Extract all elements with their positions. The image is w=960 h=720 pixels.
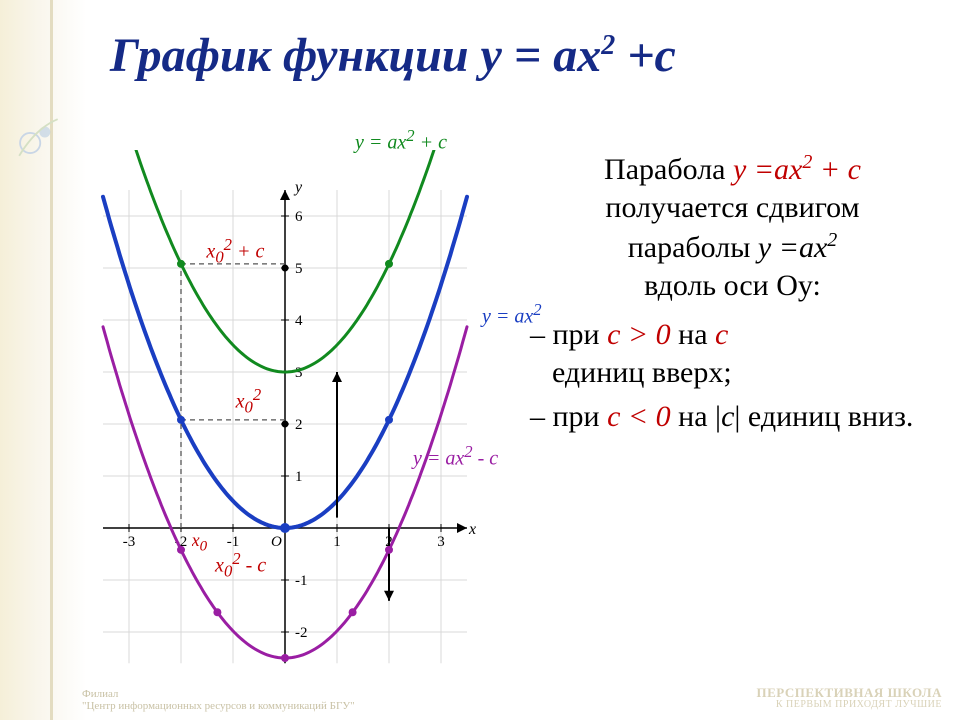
footer-left-1: Филиал bbox=[82, 688, 355, 700]
decor-strip bbox=[50, 0, 53, 720]
title-eq: = bbox=[502, 29, 553, 82]
chart-canvas: -3-2-1123-2-1123456Oxyx02 + cx02x02 - cx… bbox=[80, 150, 500, 670]
explain-line2: получается сдвигом bbox=[530, 189, 935, 227]
title-plusc: +c bbox=[615, 29, 676, 82]
svg-text:1: 1 bbox=[295, 469, 303, 485]
b1cond: c > 0 bbox=[607, 318, 671, 351]
curve-label-purple: y = ax2 - c bbox=[413, 442, 498, 471]
b2d: | единиц вниз. bbox=[734, 400, 913, 433]
svg-text:3: 3 bbox=[437, 534, 445, 550]
b2a: – при bbox=[530, 400, 607, 433]
bullet-1: – при c > 0 на c единиц вверх; bbox=[530, 316, 935, 393]
svg-text:3: 3 bbox=[295, 365, 303, 381]
title-y: y bbox=[481, 29, 502, 82]
svg-text:1: 1 bbox=[333, 534, 341, 550]
footer-left-2: "Центр информационных ресурсов и коммуни… bbox=[82, 700, 355, 712]
chart: -3-2-1123-2-1123456Oxyx02 + cx02x02 - cx… bbox=[80, 150, 500, 670]
corner-ornament-icon bbox=[10, 110, 65, 165]
svg-text:4: 4 bbox=[295, 313, 303, 329]
b2c: c bbox=[721, 400, 734, 433]
title-x: x bbox=[577, 29, 601, 82]
b1d: единиц вверх; bbox=[530, 356, 732, 389]
bullet-list: – при c > 0 на c единиц вверх; – при c <… bbox=[530, 316, 935, 437]
explain-line1: Парабола y =ax2 + c bbox=[530, 150, 935, 189]
b1a: – при bbox=[530, 318, 607, 351]
explain-l1f: y =ax2 + c bbox=[733, 153, 861, 186]
title-a: a bbox=[553, 29, 577, 82]
svg-text:O: O bbox=[271, 534, 282, 550]
footer-right: ПЕРСПЕКТИВНАЯ ШКОЛА К ПЕРВЫМ ПРИХОДЯТ ЛУ… bbox=[757, 686, 943, 710]
svg-text:-2: -2 bbox=[295, 625, 308, 641]
svg-text:y: y bbox=[293, 179, 303, 196]
b1b: на bbox=[671, 318, 715, 351]
svg-text:2: 2 bbox=[295, 417, 303, 433]
footer-left: Филиал "Центр информационных ресурсов и … bbox=[82, 688, 355, 712]
svg-text:-1: -1 bbox=[295, 573, 308, 589]
b2cond: c < 0 bbox=[607, 400, 671, 433]
explain-l3f: y =ax2 bbox=[758, 231, 837, 264]
footer-right-2: К ПЕРВЫМ ПРИХОДЯТ ЛУЧШИЕ bbox=[757, 700, 943, 711]
title-text: График функции bbox=[110, 29, 481, 82]
b1c: c bbox=[715, 318, 728, 351]
explanation: Парабола y =ax2 + c получается сдвигом п… bbox=[530, 150, 935, 443]
svg-text:x: x bbox=[468, 521, 476, 538]
b2b: на | bbox=[671, 400, 721, 433]
page-title: График функции y = ax2 +c bbox=[110, 28, 676, 83]
svg-text:-3: -3 bbox=[123, 534, 136, 550]
svg-text:5: 5 bbox=[295, 261, 303, 277]
slide: График функции y = ax2 +c -3-2-1123-2-11… bbox=[0, 0, 960, 720]
footer-right-1: ПЕРСПЕКТИВНАЯ ШКОЛА bbox=[757, 686, 943, 700]
explain-line3: параболы y =ax2 bbox=[530, 228, 935, 267]
curve-label-green: y = ax2 + c bbox=[355, 126, 447, 155]
explain-l1a: Парабола bbox=[604, 153, 733, 186]
svg-text:6: 6 bbox=[295, 209, 303, 225]
title-sq: 2 bbox=[601, 30, 615, 61]
bullet-2: – при c < 0 на |c| единиц вниз. bbox=[530, 398, 935, 436]
explain-l3a: параболы bbox=[628, 231, 758, 264]
explain-line4: вдоль оси Оу: bbox=[530, 267, 935, 305]
